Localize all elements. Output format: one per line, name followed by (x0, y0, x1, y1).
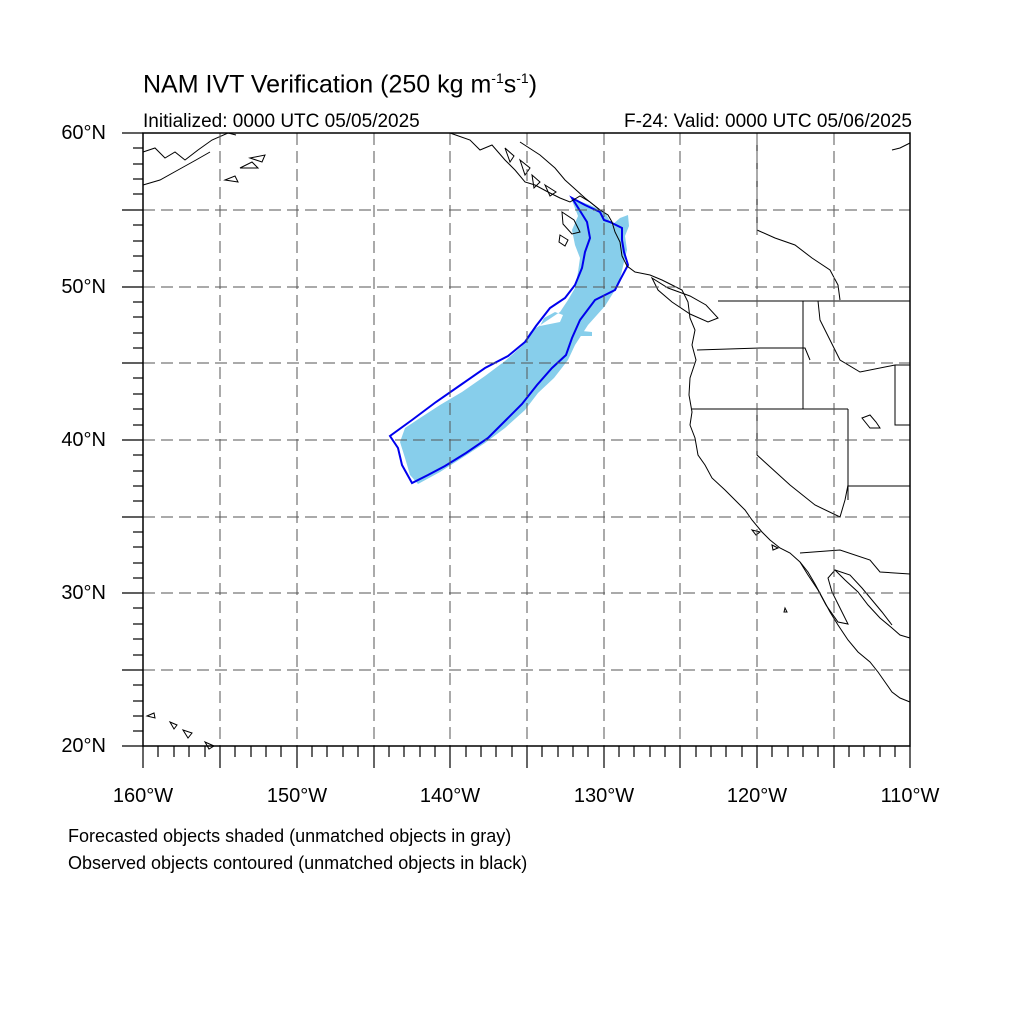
initialized-time: Initialized: 0000 UTC 05/05/2025 (143, 111, 420, 132)
idaho-border (802, 300, 896, 409)
utah-wyoming-border (894, 364, 910, 426)
gulf-of-california (834, 569, 893, 626)
axis-ticks (122, 132, 911, 768)
great-salt-lake (861, 414, 881, 429)
lat-label-30: 30°N (61, 582, 106, 604)
lat-label-50: 50°N (61, 276, 106, 298)
valid-time: F-24: Valid: 0000 UTC 05/06/2025 (624, 111, 912, 132)
forecast-note: Forecasted objects shaded (unmatched obj… (68, 826, 512, 846)
nevada-utah-border (847, 409, 910, 500)
alaska-coast (142, 132, 237, 186)
small-islands (223, 154, 266, 183)
lon-label-160w: 160°W (112, 785, 174, 807)
map-title: NAM IVT Verification (250 kg m-1s-1) (143, 70, 538, 99)
forecast-object (400, 198, 629, 484)
lat-label-20: 20°N (61, 735, 106, 757)
hawaii-islands (145, 712, 216, 750)
lat-label-40: 40°N (61, 429, 106, 451)
lon-label-130w: 130°W (573, 785, 635, 807)
islands-off-baja (750, 529, 788, 613)
observed-contour (388, 195, 630, 485)
lon-label-110w: 110°W (880, 785, 940, 807)
us-mexico-border (799, 549, 911, 575)
alaska-panhandle-islands (504, 147, 557, 197)
graticule (143, 133, 910, 746)
baja-california (799, 561, 911, 639)
observed-note: Observed objects contoured (unmatched ob… (68, 853, 528, 873)
forecast-object-fragment (572, 330, 592, 336)
alaska-canada-border (519, 141, 601, 211)
bc-coast (449, 132, 911, 703)
california-nevada-border (756, 409, 849, 518)
washington-oregon-border (696, 347, 811, 361)
lon-label-150w: 150°W (266, 785, 328, 807)
canada-interior (756, 133, 911, 301)
vancouver-island (650, 276, 719, 323)
lon-label-120w: 120°W (726, 785, 788, 807)
lon-label-140w: 140°W (419, 785, 481, 807)
lat-label-60: 60°N (61, 122, 106, 144)
haida-gwaii (558, 211, 581, 247)
